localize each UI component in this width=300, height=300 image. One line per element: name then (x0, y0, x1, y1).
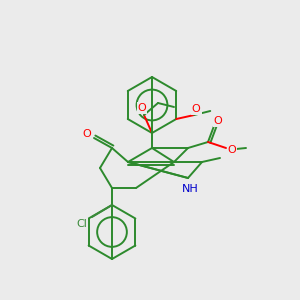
Text: O: O (228, 145, 236, 155)
Text: O: O (138, 103, 146, 113)
Text: O: O (192, 104, 201, 114)
Text: Cl: Cl (76, 219, 87, 229)
Text: O: O (82, 129, 91, 139)
Text: NH: NH (182, 184, 198, 194)
Text: O: O (214, 116, 222, 126)
